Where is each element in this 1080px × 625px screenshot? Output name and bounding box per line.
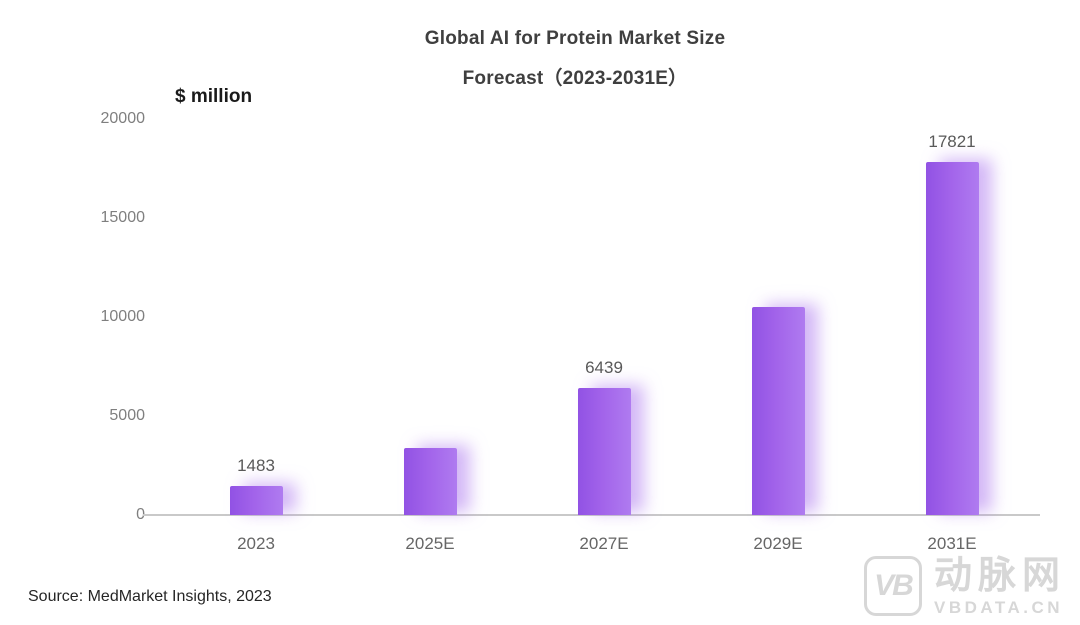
chart-title-line2: Forecast（2023-2031E） [462,68,688,89]
y-tick-label-15000: 15000 [100,209,146,226]
x-axis-line [143,514,1040,516]
y-tick-label-10000: 10000 [100,308,146,325]
chart-title-line1: Global AI for Protein Market Size [424,28,726,49]
bar-2025E [403,447,457,515]
bar-2031E [925,162,979,515]
x-tick-label-2031E: 2031E [927,534,977,553]
y-tick-label-20000: 20000 [100,110,146,127]
bar-value-label-2027E: 6439 [585,357,623,377]
y-axis-unit-label: $ million [175,86,253,107]
y-tick-label-5000: 5000 [109,407,145,424]
brand-watermark: VB 动脉网 VBDATA.CN [863,556,1066,618]
x-tick-label-2027E: 2027E [579,534,629,553]
watermark-text: 动脉网 VBDATA.CN [934,556,1066,618]
x-tick-label-2023: 2023 [237,534,275,553]
vb-logo-icon: VB [863,556,922,616]
bar-value-label-2031E: 17821 [928,132,976,152]
source-note: Source: MedMarket Insights, 2023 [28,588,272,605]
brand-name-cn: 动脉网 [933,555,1066,597]
chart-title: Global AI for Protein Market Size Foreca… [135,28,1015,90]
brand-domain: VBDATA.CN [933,598,1064,617]
y-tick-label-0: 0 [136,506,145,523]
bar-2023 [229,485,283,515]
bar-2027E [577,387,631,515]
x-tick-label-2029E: 2029E [753,534,803,553]
vb-monogram: VB [874,569,914,602]
bar-2029E [751,307,805,515]
bar-value-label-2023: 1483 [237,455,275,475]
x-tick-label-2025E: 2025E [405,534,455,553]
